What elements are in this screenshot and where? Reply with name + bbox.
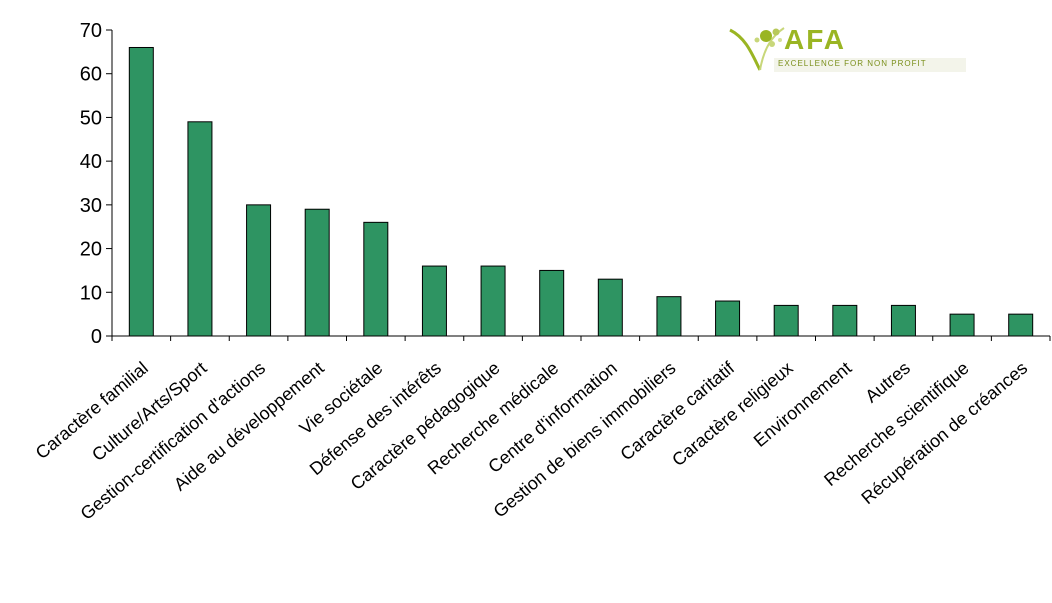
bar — [656, 296, 682, 337]
y-tick-label: 30 — [80, 195, 102, 217]
logo-tagline-bar — [774, 58, 966, 72]
afa-logo: AFA EXCELLENCE FOR NON PROFIT — [726, 18, 966, 82]
bar — [1008, 313, 1034, 337]
bar — [832, 304, 858, 337]
bar — [187, 121, 213, 337]
bar — [421, 265, 447, 337]
y-tick-label: 50 — [80, 107, 102, 129]
x-axis: Caractère familialCulture/Arts/SportGest… — [32, 335, 1051, 524]
bar — [539, 269, 565, 337]
x-tick-label: Autres — [861, 358, 914, 407]
y-tick-label: 40 — [80, 151, 102, 173]
y-tick-label: 70 — [80, 20, 102, 42]
bar — [304, 208, 330, 337]
bar — [128, 46, 154, 337]
y-tick-label: 0 — [91, 326, 102, 348]
y-axis: 0 10 20 30 40 50 60 70 — [80, 20, 113, 348]
y-tick-label: 20 — [80, 239, 102, 261]
bar — [597, 278, 623, 337]
bar — [890, 304, 916, 337]
logo-emblem-icon — [729, 27, 785, 71]
bar — [363, 221, 389, 337]
bar — [773, 304, 799, 337]
bar — [949, 313, 975, 337]
bars-group — [128, 46, 1034, 337]
bar — [480, 265, 506, 337]
y-tick-label: 10 — [80, 282, 102, 304]
x-tick-label: Environnement — [750, 358, 856, 451]
logo-brand: AFA — [784, 24, 846, 55]
y-tick-label: 60 — [80, 64, 102, 86]
bar — [715, 300, 741, 337]
bar — [246, 204, 272, 337]
logo-tagline: EXCELLENCE FOR NON PROFIT — [778, 59, 927, 68]
